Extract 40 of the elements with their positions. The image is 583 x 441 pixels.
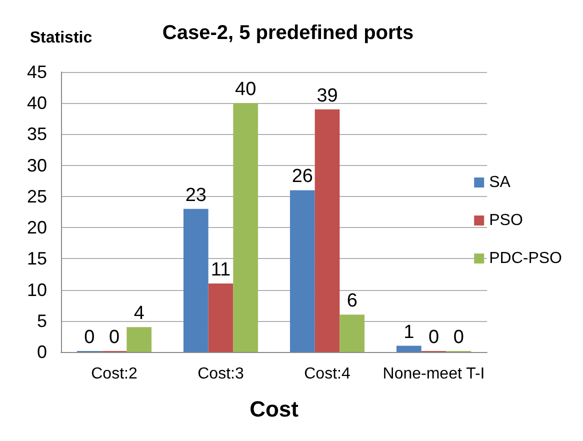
chart-title: Case-2, 5 predefined ports (162, 22, 414, 44)
y-tick-label: 15 (26, 248, 47, 269)
data-label: 23 (185, 184, 206, 206)
data-label: 39 (316, 85, 338, 106)
legend-label: PSO (489, 212, 523, 229)
bar (314, 109, 340, 352)
bar (290, 190, 315, 352)
x-tick-label: Cost:4 (304, 366, 350, 382)
data-label: 0 (84, 327, 95, 348)
bar (126, 327, 152, 352)
x-axis-title: Cost (250, 396, 300, 422)
data-label: 1 (404, 322, 414, 343)
x-tick-label: None-meet T-I (382, 366, 485, 382)
bar (396, 346, 422, 352)
y-tick-label: 0 (36, 342, 47, 362)
data-label: 26 (292, 166, 313, 188)
y-tick-label: 30 (26, 155, 47, 176)
legend-label: PDC-PSO (489, 250, 562, 267)
y-tick-label: 20 (26, 218, 47, 238)
data-label: 40 (235, 79, 256, 100)
y-tick-label: 5 (36, 310, 47, 331)
y-axis-title: Statistic (30, 30, 92, 46)
data-label: 11 (210, 260, 231, 281)
bar (340, 314, 365, 352)
x-tick-label: Cost:3 (198, 366, 244, 382)
y-tick-label: 35 (26, 124, 47, 144)
bar (208, 284, 234, 352)
legend-label: SA (489, 174, 511, 191)
data-label: 0 (108, 327, 120, 348)
data-label: 0 (428, 327, 440, 348)
y-tick-label: 40 (26, 93, 47, 114)
y-tick-label: 45 (26, 62, 47, 82)
data-label: 0 (453, 327, 464, 348)
x-tick-label: Cost:2 (91, 366, 138, 382)
y-tick-label: 10 (26, 280, 47, 300)
data-label: 4 (134, 303, 145, 324)
data-label: 6 (346, 290, 358, 312)
bar (183, 208, 208, 352)
y-tick-label: 25 (26, 186, 47, 206)
bar (233, 103, 258, 352)
